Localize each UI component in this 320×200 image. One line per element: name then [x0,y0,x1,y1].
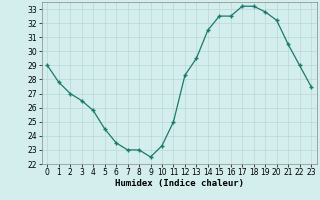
X-axis label: Humidex (Indice chaleur): Humidex (Indice chaleur) [115,179,244,188]
